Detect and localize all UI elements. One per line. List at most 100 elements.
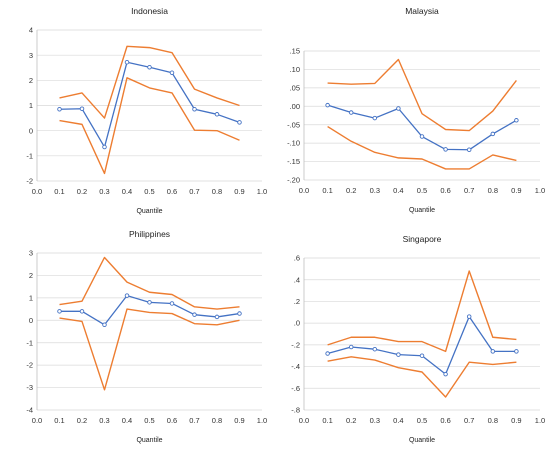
y-tick-label: 2 — [29, 271, 33, 280]
x-tick-label: 0.7 — [189, 187, 199, 196]
estimate-point — [79, 106, 85, 112]
x-tick-label: 1.0 — [535, 416, 545, 425]
estimate-point — [147, 300, 152, 305]
chart-panel-philippines: Philippines -4 -3 -2 -1 0 1 2 3 0.0 0.1 0.2 0.3 0.4 0.… — [26, 229, 267, 444]
lower-bound-line — [327, 125, 517, 170]
x-axis-label: Quantile — [409, 437, 435, 444]
estimate-point — [325, 351, 330, 356]
x-tick-label: 0.4 — [393, 186, 403, 195]
y-tick-label: -.8 — [291, 406, 300, 415]
estimate-point — [79, 309, 85, 314]
y-tick-label: -4 — [26, 406, 33, 415]
x-axis-label: Quantile — [136, 208, 162, 215]
y-tick-label: .05 — [290, 83, 300, 92]
lower-bound-line — [59, 308, 240, 391]
x-tick-label: 0.7 — [464, 186, 474, 195]
y-tick-label: .6 — [294, 254, 300, 263]
upper-bound-line — [327, 58, 517, 132]
x-tick-label: 0.9 — [511, 186, 521, 195]
y-tick-label: .2 — [294, 297, 300, 306]
y-tick-label: -1 — [26, 338, 33, 347]
x-axis-label: Quantile — [136, 437, 162, 444]
chart-title: Indonesia — [131, 6, 168, 16]
x-tick-label: 0.6 — [167, 187, 177, 196]
estimate-point — [419, 353, 425, 358]
y-tick-label: 3 — [29, 249, 33, 258]
x-tick-label: 0.4 — [122, 187, 132, 196]
y-tick-label: -.4 — [291, 362, 300, 371]
x-tick-label: 0.6 — [440, 416, 450, 425]
y-tick-label: 0 — [29, 126, 33, 135]
x-tick-label: 0.1 — [322, 186, 332, 195]
estimate-point — [443, 371, 448, 377]
estimate-point — [102, 322, 107, 328]
upper-bound-line — [59, 256, 240, 310]
x-tick-label: 1.0 — [535, 186, 545, 195]
y-tick-label: .00 — [290, 102, 300, 111]
chart-title: Malaysia — [405, 6, 439, 16]
x-tick-label: 0.6 — [440, 186, 450, 195]
x-tick-label: 0.5 — [144, 416, 154, 425]
x-tick-label: 0.8 — [488, 186, 498, 195]
estimate-point — [214, 112, 220, 117]
estimate-point — [57, 309, 62, 314]
chart-title: Philippines — [129, 229, 170, 239]
x-tick-label: 0.8 — [488, 416, 498, 425]
estimate-point — [147, 64, 152, 70]
x-tick-label: 0.2 — [346, 186, 356, 195]
estimate-point — [348, 344, 354, 350]
x-tick-label: 0.6 — [167, 416, 177, 425]
x-tick-label: 0.4 — [122, 416, 132, 425]
y-tick-label: 1 — [29, 101, 33, 110]
x-tick-label: 0.1 — [54, 416, 64, 425]
estimate-point — [514, 118, 519, 123]
x-tick-label: 1.0 — [257, 416, 267, 425]
x-tick-label: 0.1 — [54, 187, 64, 196]
estimate-point — [169, 301, 175, 306]
upper-bound-line — [59, 45, 240, 119]
estimate-point — [169, 70, 175, 76]
y-tick-label: .15 — [290, 47, 300, 56]
y-tick-label: .0 — [294, 319, 300, 328]
y-tick-label: 0 — [29, 316, 33, 325]
x-tick-label: 1.0 — [257, 187, 267, 196]
chart-panel-singapore: Singapore -.8 -.6 -.4 -.2 .0 .2 .4 .6 0.0 0.1 0.2 0.… — [291, 234, 545, 444]
y-tick-label: -.20 — [287, 176, 300, 185]
estimate-point — [325, 102, 330, 108]
x-tick-label: 0.1 — [322, 416, 332, 425]
y-tick-label: -.10 — [287, 139, 300, 148]
x-tick-label: 0.7 — [464, 416, 474, 425]
x-tick-label: 0.0 — [32, 187, 42, 196]
x-tick-label: 0.9 — [234, 187, 244, 196]
x-tick-label: 0.2 — [346, 416, 356, 425]
x-tick-label: 0.8 — [212, 187, 222, 196]
y-tick-label: -.6 — [291, 384, 300, 393]
chart-panel-malaysia: Malaysia -.20 -.15 -.10 -.05 .00 .05 .10 .15 0.0 0… — [287, 6, 545, 214]
estimate-point — [514, 349, 519, 354]
x-tick-label: 0.0 — [299, 416, 309, 425]
x-tick-label: 0.2 — [77, 416, 87, 425]
upper-bound-line — [327, 270, 517, 353]
estimate-point — [57, 107, 62, 112]
x-tick-label: 0.0 — [299, 186, 309, 195]
estimate-point — [237, 120, 242, 125]
estimate-point — [192, 107, 197, 112]
x-tick-label: 0.0 — [32, 416, 42, 425]
chart-title: Singapore — [403, 234, 442, 244]
x-tick-label: 0.5 — [417, 416, 427, 425]
estimate-point — [490, 131, 496, 137]
estimate-point — [102, 144, 107, 150]
y-tick-label: 1 — [29, 293, 33, 302]
x-tick-label: 0.7 — [189, 416, 199, 425]
x-tick-label: 0.3 — [99, 416, 109, 425]
estimate-point — [466, 314, 472, 319]
x-tick-label: 0.3 — [370, 416, 380, 425]
estimate-point — [396, 106, 401, 111]
y-tick-label: .4 — [294, 275, 300, 284]
x-tick-label: 0.5 — [417, 186, 427, 195]
y-tick-label: 4 — [29, 26, 33, 35]
estimate-point — [192, 312, 197, 317]
y-tick-label: -.2 — [291, 340, 300, 349]
y-tick-label: -3 — [26, 383, 33, 392]
